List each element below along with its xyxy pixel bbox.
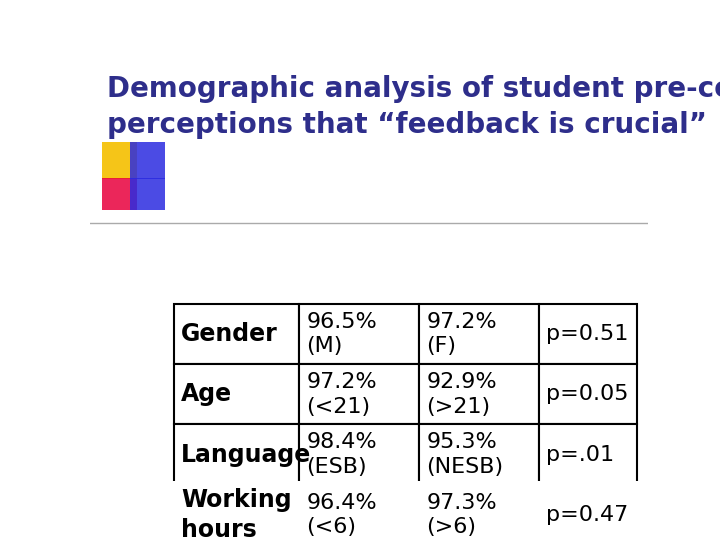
Text: Age: Age (181, 382, 232, 406)
Text: Working
hours: Working hours (181, 488, 292, 540)
Bar (419, 424, 539, 485)
Bar (539, 364, 636, 424)
FancyBboxPatch shape (102, 178, 137, 210)
Bar (419, 485, 539, 540)
Text: 97.2%
(F): 97.2% (F) (426, 312, 497, 356)
Text: 95.3%
(NESB): 95.3% (NESB) (426, 432, 503, 477)
Text: 96.4%
(<6): 96.4% (<6) (307, 492, 377, 537)
FancyBboxPatch shape (130, 178, 165, 210)
Bar (539, 304, 636, 364)
Bar (174, 424, 300, 485)
Text: p=0.47: p=0.47 (546, 505, 629, 525)
Text: 92.9%
(>21): 92.9% (>21) (426, 372, 497, 417)
Bar (419, 364, 539, 424)
Bar (300, 485, 419, 540)
Bar (539, 424, 636, 485)
Bar (174, 304, 300, 364)
Bar (539, 485, 636, 540)
Bar (300, 304, 419, 364)
Bar (174, 485, 300, 540)
Bar (300, 424, 419, 485)
Text: 98.4%
(ESB): 98.4% (ESB) (307, 432, 377, 477)
Text: p=0.05: p=0.05 (546, 384, 629, 404)
Bar (419, 304, 539, 364)
Text: 97.2%
(<21): 97.2% (<21) (307, 372, 377, 417)
Text: 96.5%
(M): 96.5% (M) (307, 312, 377, 356)
Text: p=0.51: p=0.51 (546, 324, 629, 344)
FancyBboxPatch shape (102, 141, 137, 179)
Bar (300, 364, 419, 424)
Text: Demographic analysis of student pre-course
perceptions that “feedback is crucial: Demographic analysis of student pre-cour… (107, 75, 720, 139)
Bar (174, 364, 300, 424)
Text: Gender: Gender (181, 322, 278, 346)
Text: Language: Language (181, 443, 311, 467)
Text: 97.3%
(>6): 97.3% (>6) (426, 492, 497, 537)
Text: p=.01: p=.01 (546, 444, 615, 464)
FancyBboxPatch shape (130, 141, 165, 179)
